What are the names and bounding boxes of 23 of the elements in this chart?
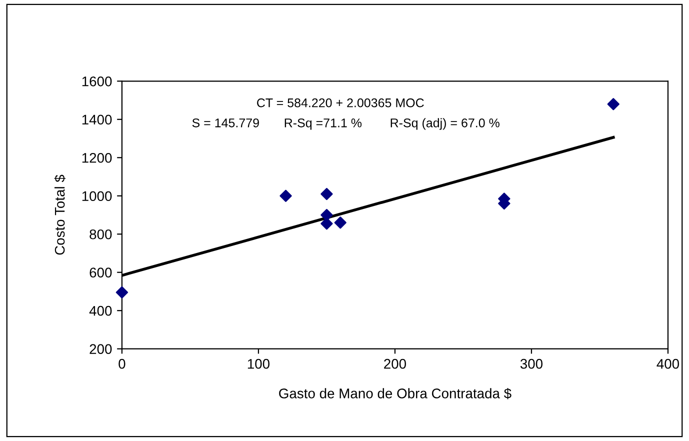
point (280, 190, 292, 202)
point (320, 218, 333, 230)
x-tick-label: 200 (384, 358, 406, 369)
x-tick-label: 300 (520, 358, 543, 369)
point (607, 98, 620, 110)
y-tick-label: 1200 (82, 152, 112, 163)
y-tick-label: 1400 (82, 114, 112, 125)
annotation: S = 145.779 R-Sq =71.1 % R-Sq (adj) = 67.0 % (192, 118, 500, 130)
y-tick-label: 1000 (82, 191, 112, 202)
point (334, 216, 346, 229)
x-tick-label: 0 (118, 358, 126, 369)
y-tick-label: 400 (89, 306, 112, 316)
y-tick-label: 600 (90, 268, 112, 278)
y-tick-label: 1600 (82, 76, 112, 86)
annotation: CT = 584.220 + 2.00365 MOC (257, 98, 424, 108)
point (320, 188, 333, 200)
x-axis-title: Gasto de Mano de Obra Contratada $ (279, 388, 512, 400)
y-axis-title: Costo Total $ (54, 174, 66, 255)
y-tick-label: 800 (90, 229, 112, 240)
x-tick-label: 100 (248, 358, 270, 369)
x-tick-label: 400 (656, 358, 680, 369)
point (116, 286, 128, 298)
y-tick-label: 200 (90, 344, 112, 354)
